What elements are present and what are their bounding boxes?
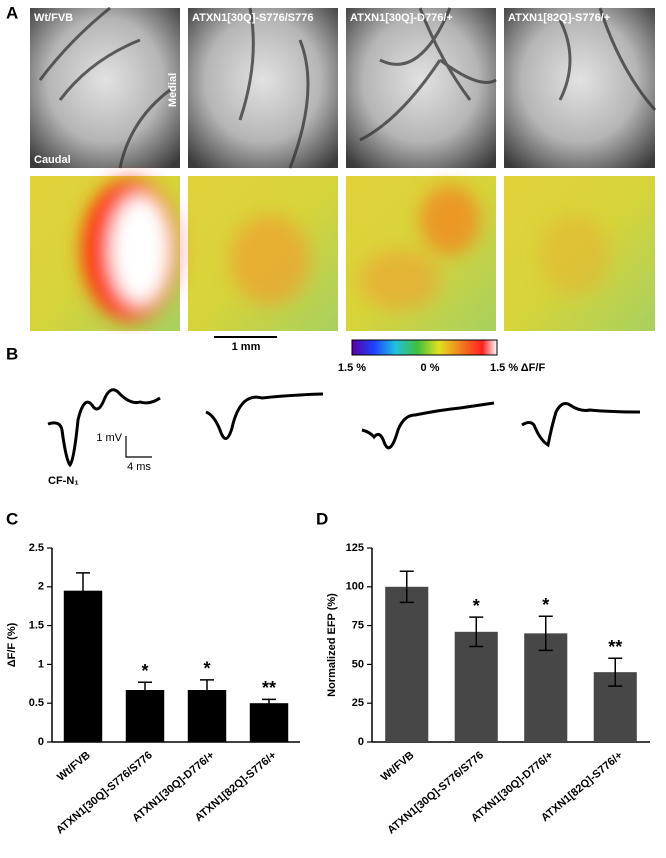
error-bar [399,570,414,604]
x-tick-label: Wt/FVB [379,749,417,783]
significance-label: ** [608,637,622,657]
trace [47,388,161,468]
y-tick-label: 0.5 [29,697,44,709]
error-bar [200,679,214,701]
panel-label: B [6,344,18,363]
image-label: ATXN1[30Q]-D776/+ [350,12,453,24]
y-tick-label: 1.5 [29,620,44,632]
error-bar [76,572,90,610]
colorbar-label: 1.5 % [338,362,366,374]
error-bar [608,657,623,687]
y-axis-label: ΔF/F (%) [6,622,18,667]
heatmap-row [30,176,655,331]
image-label: ATXN1[82Q]-S776/+ [508,12,610,24]
bar [249,703,289,742]
y-tick-label: 0 [358,736,364,748]
photo-row: Wt/FVB ATXN1[30Q]-S776/S776 ATXN1[30Q]-D… [30,6,657,169]
image-label: Wt/FVB [34,12,73,24]
vessels [38,6,657,169]
y-tick-label: 50 [352,658,364,670]
colorbar-label: 0 % [421,362,440,374]
y-tick-label: 2.5 [29,542,44,554]
y-tick-label: 0 [38,736,44,748]
significance-label: * [542,595,549,615]
bar [454,631,498,742]
bar [63,590,103,742]
y-tick-label: 75 [352,620,364,632]
orientation-label: Caudal [34,154,71,166]
error-bar [469,616,484,648]
panel-label: D [316,509,328,528]
trace-scale-label: 1 mV [96,432,122,444]
error-bar [262,698,276,708]
y-tick-label: 125 [346,542,364,554]
bar [125,690,165,742]
colorbar [351,339,498,356]
error-bar [138,681,152,699]
photo [188,8,338,168]
panel-label: C [6,509,18,528]
y-tick-label: 1 [38,658,44,670]
significance-label: * [203,659,210,679]
significance-label: * [141,661,148,681]
orientation-label: Medial [167,73,179,107]
trace-scale-label: 4 ms [127,461,151,473]
scale-bar-label: 1 mm [232,341,261,353]
trace [361,401,495,450]
photo [504,8,655,168]
x-tick-label: Wt/FVB [55,749,93,783]
trace [521,402,641,448]
y-axis-label: Normalized EFP (%) [326,593,338,697]
traces [47,388,641,468]
colorbar-label: 1.5 % ΔF/F [490,362,545,374]
significance-label: * [473,596,480,616]
significance-label: ** [262,678,276,698]
error-bar [538,615,553,652]
trace [205,392,324,440]
panel-label: A [6,3,18,22]
trace-scale-bar [125,436,152,458]
trace-label: CF-N₁ [48,475,79,487]
y-tick-label: 100 [346,581,364,593]
y-tick-label: 25 [352,697,364,709]
bar [524,633,568,742]
y-tick-label: 2 [38,581,44,593]
bar [385,586,429,742]
photo [30,8,180,168]
image-label: ATXN1[30Q]-S776/S776 [192,12,313,24]
